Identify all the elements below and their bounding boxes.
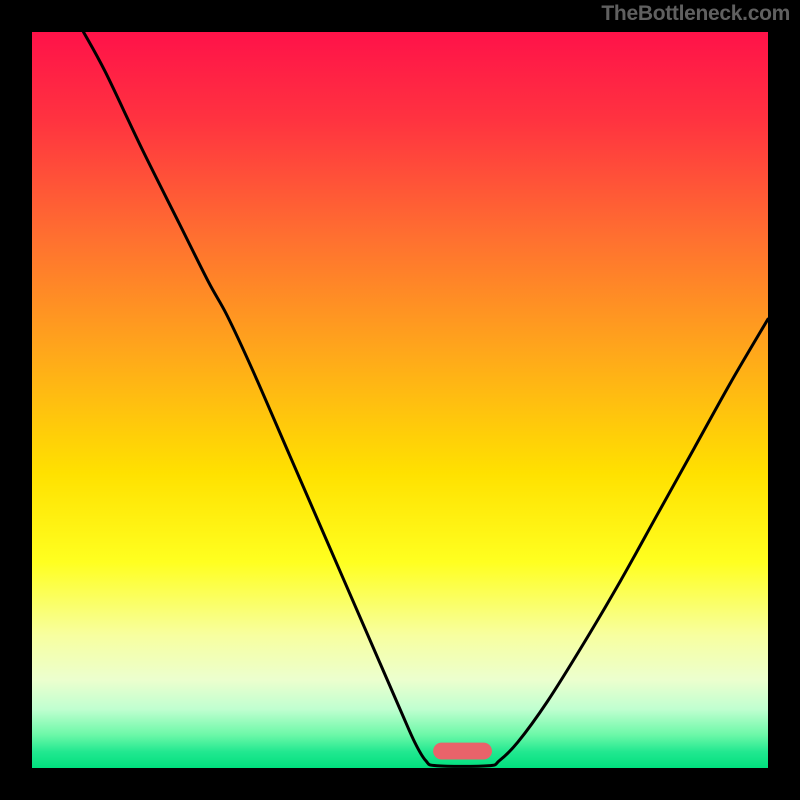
optimum-marker: [433, 743, 492, 760]
gradient-plot: [32, 32, 768, 768]
attribution-text: TheBottleneck.com: [601, 2, 790, 26]
chart-frame: TheBottleneck.com: [0, 0, 800, 800]
gradient-background: [32, 32, 768, 768]
plot-svg: [32, 32, 768, 768]
